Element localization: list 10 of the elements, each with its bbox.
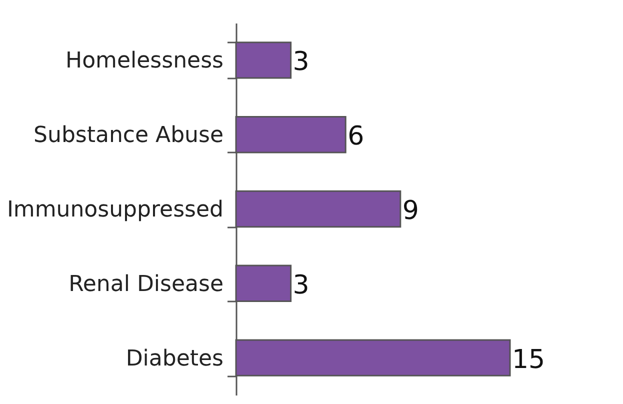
data-label: 3 (292, 47, 310, 78)
y-tick-label: Immunosuppressed (6, 198, 224, 222)
y-tick-label: Renal Disease (68, 272, 224, 297)
y-tick-label: Diabetes (126, 346, 224, 372)
data-label: 6 (348, 122, 364, 152)
data-label: 15 (512, 344, 546, 375)
y-tick-label: Substance Abuse (34, 123, 224, 148)
y-tick-label: Homelessness (66, 48, 224, 74)
data-label: 9 (402, 196, 419, 226)
data-label: 3 (292, 270, 310, 300)
